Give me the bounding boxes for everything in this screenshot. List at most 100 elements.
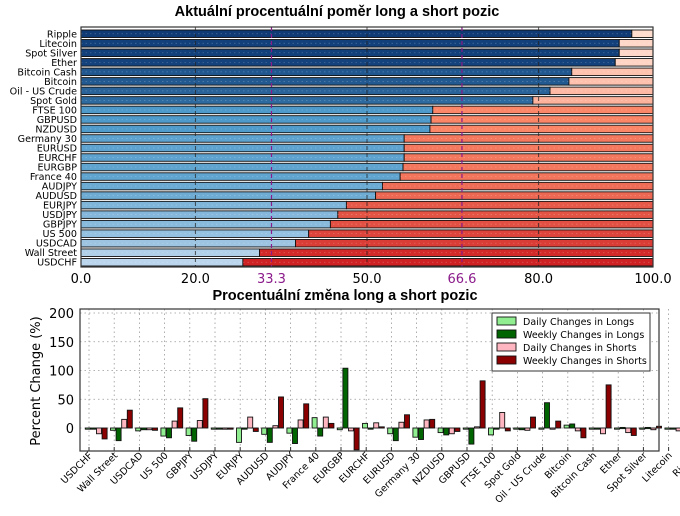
change-bar	[594, 427, 601, 430]
category-label: Spot Gold	[30, 96, 77, 107]
legend-label: Daily Changes in Longs	[523, 317, 634, 328]
change-bar	[373, 422, 380, 429]
change-bar	[121, 418, 128, 429]
long-bar	[80, 162, 404, 172]
category-label: France 40	[30, 172, 77, 183]
chart-title-bottom: Procentuální změna long a short pozic	[212, 288, 477, 304]
change-bar	[322, 416, 329, 429]
change-bar	[378, 426, 385, 429]
change-bar	[152, 427, 158, 431]
change-bar	[317, 427, 324, 437]
category-label: Bitcoin	[44, 77, 77, 88]
legend-label: Weekly Changes in Longs	[523, 330, 644, 341]
long-bar	[80, 58, 616, 67]
change-bar	[261, 427, 268, 435]
short-bar	[549, 86, 654, 96]
change-bar	[336, 427, 343, 431]
change-bar	[398, 421, 405, 429]
long-bar	[80, 67, 573, 77]
change-bar	[362, 422, 368, 429]
y-tick-label: 0	[66, 422, 74, 437]
category-label: US 500	[43, 229, 77, 240]
change-bar	[644, 426, 651, 430]
category-label: EURUSD	[37, 144, 77, 155]
category-label: GBPUSD	[37, 115, 77, 126]
change-bar	[292, 427, 298, 444]
change-bar	[140, 427, 147, 431]
change-bar	[418, 427, 424, 440]
change-bar	[272, 425, 279, 429]
category-label: Bitcoin Cash	[17, 67, 77, 78]
legend-swatch	[496, 342, 517, 352]
long-bar	[80, 248, 260, 257]
change-bar	[462, 427, 469, 430]
category-label: Litecoin	[39, 39, 77, 50]
bottom-chart-y-axis-label: Percent Change (%)	[29, 316, 44, 445]
change-bar	[468, 427, 475, 445]
change-bar	[236, 427, 242, 443]
change-bar	[639, 427, 646, 430]
change-bar	[311, 417, 318, 429]
x-tick-label: 50.0	[353, 272, 382, 287]
change-bar	[474, 426, 480, 429]
change-bar	[115, 427, 122, 442]
category-label: USDJPY	[42, 210, 77, 221]
change-bar	[353, 427, 360, 451]
change-bar	[367, 427, 374, 430]
change-bar	[600, 427, 606, 435]
change-bar	[574, 427, 581, 432]
legend-swatch	[496, 329, 517, 339]
x-tick-label: 0.0	[71, 272, 92, 287]
short-bar	[618, 48, 654, 58]
change-bar	[625, 427, 632, 434]
change-bar	[84, 427, 91, 430]
category-label: Spot Silver	[25, 48, 77, 59]
change-bar	[448, 427, 455, 435]
change-bar	[177, 407, 184, 429]
long-bar	[80, 191, 377, 200]
change-bar	[555, 420, 562, 429]
change-bar	[664, 427, 671, 430]
change-bar	[160, 427, 167, 437]
category-label: EURCHF	[38, 153, 77, 164]
top-chart-bars	[80, 29, 654, 267]
category-label: GBPJPY	[43, 220, 77, 231]
change-bar	[549, 427, 556, 430]
short-bar	[242, 258, 654, 267]
change-bar	[499, 412, 506, 429]
category-label: USDCAD	[36, 239, 77, 250]
change-bar	[614, 427, 620, 430]
short-bar	[618, 39, 654, 48]
change-bar	[650, 427, 657, 431]
short-bar	[432, 105, 654, 115]
change-bar	[454, 427, 461, 432]
change-bar	[619, 426, 626, 430]
change-bar	[202, 398, 209, 429]
change-bar	[675, 427, 680, 432]
legend: Daily Changes in Longs Weekly Changes in …	[491, 312, 651, 372]
change-bar	[146, 427, 153, 431]
change-bar	[110, 427, 116, 431]
long-bar	[80, 258, 244, 267]
category-label: Germany 30	[18, 134, 77, 145]
bottom-chart-bars	[84, 367, 680, 451]
change-bar	[328, 422, 335, 429]
x-tick-label: 66.6	[447, 272, 476, 287]
change-bar	[191, 427, 198, 442]
change-bar	[90, 427, 97, 430]
change-bar	[488, 427, 494, 436]
change-bar	[605, 384, 612, 429]
short-bar	[259, 248, 654, 257]
change-bar	[513, 427, 520, 430]
change-bar	[412, 427, 419, 438]
legend-label: Daily Changes in Shorts	[523, 343, 637, 354]
change-bar	[504, 427, 511, 432]
change-bar	[303, 403, 310, 429]
change-bar	[563, 424, 570, 429]
x-tick-label: 100.0	[634, 272, 671, 287]
change-bar	[222, 427, 228, 430]
short-bar	[402, 162, 654, 172]
category-label: Ripple	[47, 29, 77, 40]
